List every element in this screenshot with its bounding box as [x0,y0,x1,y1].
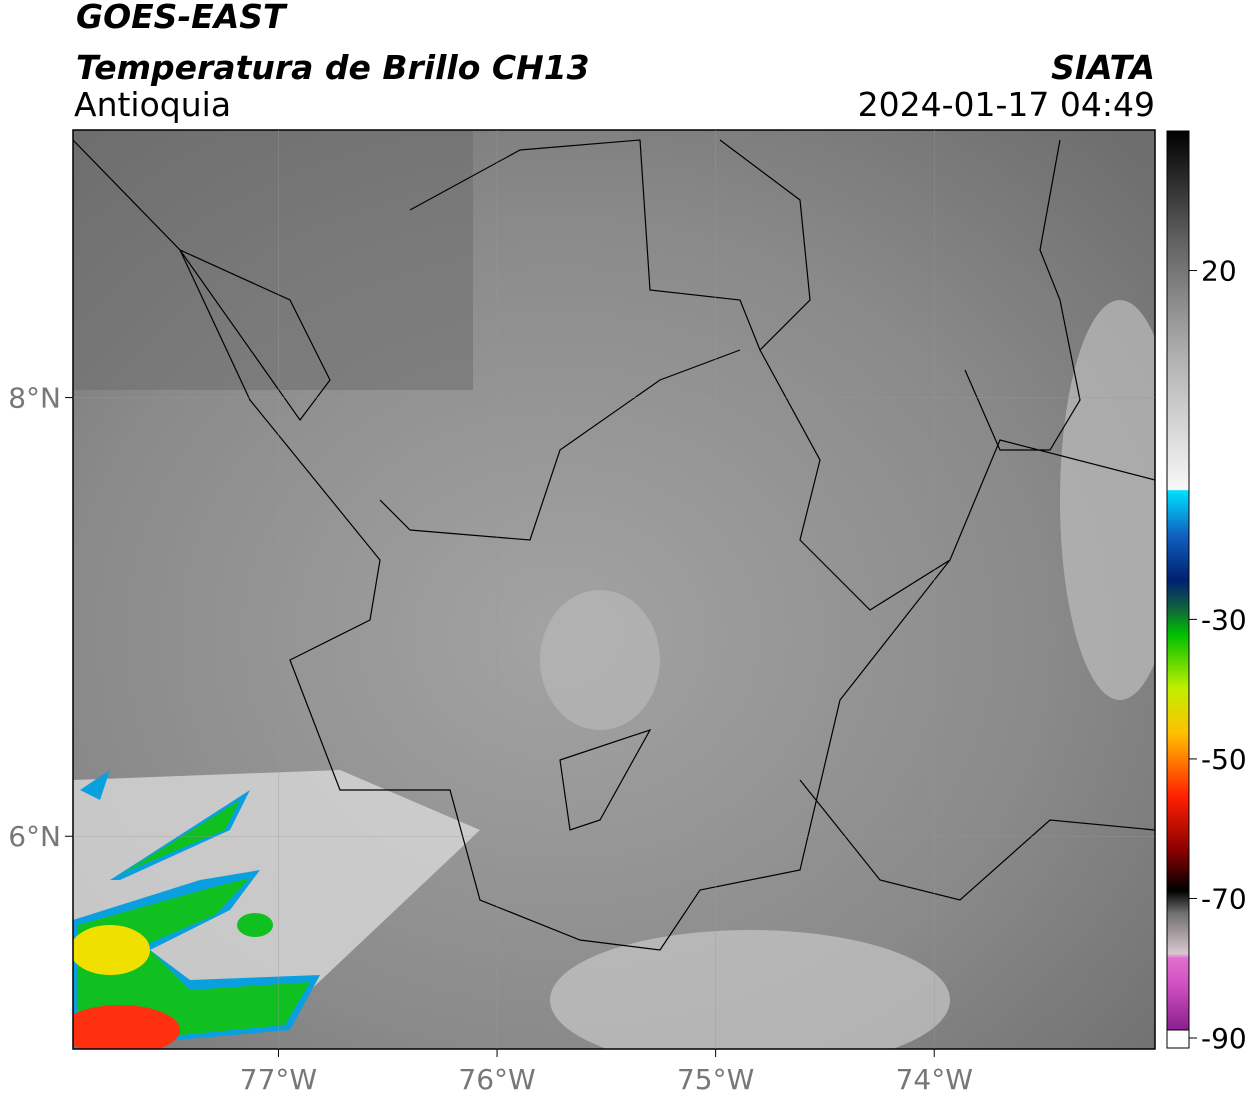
product: Temperatura de Brillo CH13 [76,48,590,87]
colorbar-tick-label: -50 [1201,743,1247,776]
x-tick-label: 76°W [458,1063,535,1096]
region: Antioquia [74,85,231,124]
colorbar-tick-label: 20 [1201,255,1237,288]
satellite: GOES-EAST [76,0,288,36]
colorbar-tick-label: -30 [1201,603,1247,636]
x-tick-label: 77°W [240,1063,317,1096]
map-image [73,130,1155,1049]
y-tick-label: 8°N [8,382,61,415]
agency: SIATA [1051,48,1155,87]
datetime: 2024-01-17 04:49 [858,85,1155,124]
x-tick-label: 75°W [677,1063,754,1096]
colorbar [1167,131,1189,1030]
colorbar-tick-label: -90 [1201,1022,1247,1055]
colorbar-extension [1166,1029,1190,1049]
map-frame [72,129,1156,1050]
y-tick-label: 6°N [8,820,61,853]
colorbar-frame [1166,130,1190,1049]
colorbar-tick-label: -70 [1201,882,1247,915]
x-tick-label: 74°W [896,1063,973,1096]
